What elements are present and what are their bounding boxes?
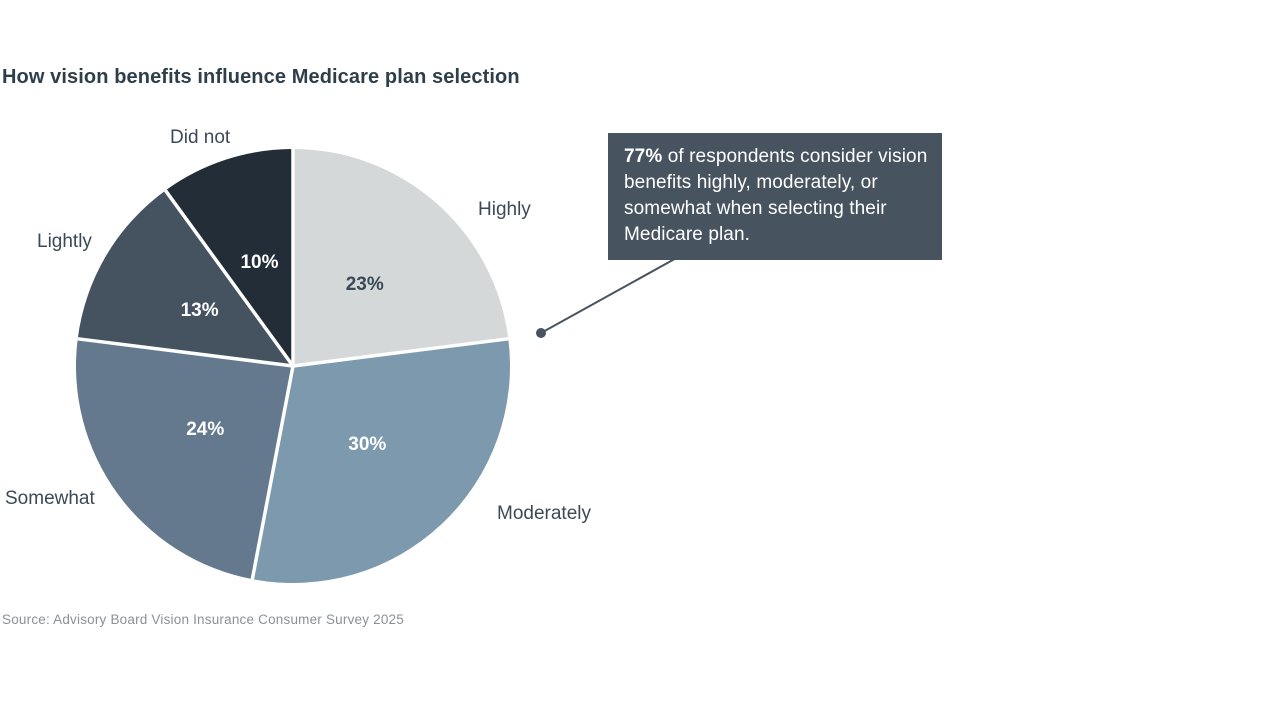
value-label-highly: 23%: [345, 273, 384, 295]
category-label-moderately: Moderately: [497, 503, 591, 524]
category-label-did-not: Did not: [170, 127, 231, 148]
pie-slice-somewhat: [75, 338, 293, 580]
chart-title: How vision benefits influence Medicare p…: [2, 66, 520, 88]
slice-divider: [77, 337, 294, 368]
callout-highlight: 77%: [624, 146, 663, 167]
callout-text: of respondents consider vision benefits …: [624, 146, 928, 245]
callout-anchor-dot: [536, 328, 546, 338]
pie-slice-did-not: [165, 149, 293, 366]
pie-slice-moderately: [252, 338, 510, 583]
callout-leader-line: [540, 255, 681, 334]
callout-box: 77% of respondents consider vision benef…: [608, 133, 942, 260]
value-label-lightly: 13%: [180, 299, 219, 321]
slice-divider: [250, 365, 295, 580]
slice-divider: [292, 337, 509, 368]
value-label-did-not: 10%: [240, 251, 279, 273]
source-note: Source: Advisory Board Vision Insurance …: [2, 612, 404, 627]
category-label-lightly: Lightly: [37, 231, 92, 252]
pie-slice-highly: [293, 149, 509, 366]
slice-divider: [164, 189, 295, 368]
category-label-highly: Highly: [478, 199, 531, 220]
pie-slice-lightly: [77, 190, 293, 366]
value-label-moderately: 30%: [348, 434, 387, 456]
category-label-somewhat: Somewhat: [5, 488, 95, 509]
value-label-somewhat: 24%: [186, 418, 225, 440]
